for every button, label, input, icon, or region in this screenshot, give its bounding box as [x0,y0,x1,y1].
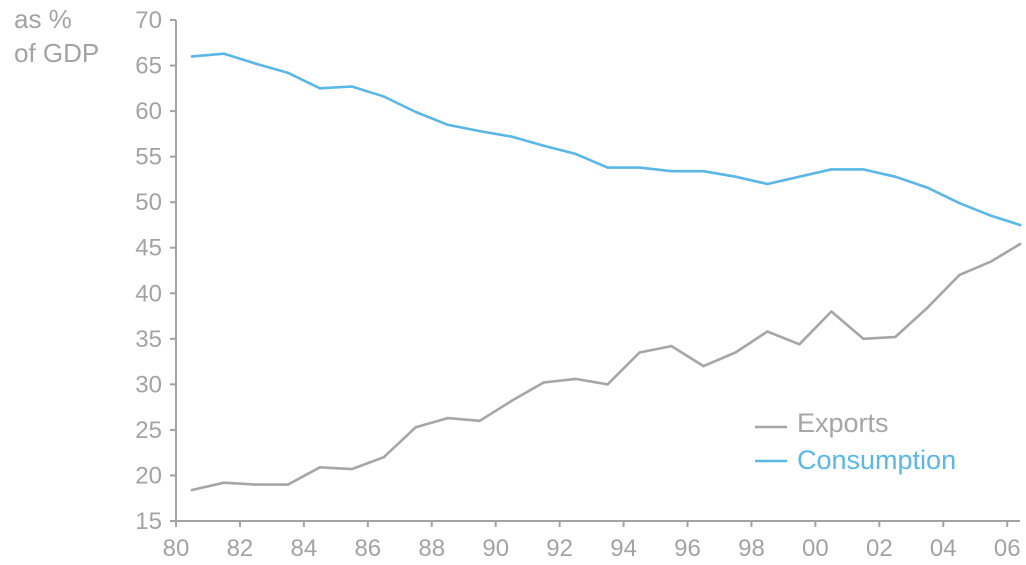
data-point-exports-9 [478,419,482,423]
data-point-consumption-15 [670,169,673,173]
data-point-exports-26 [1018,242,1022,246]
data-point-exports-25 [989,260,993,263]
data-point-consumption-22 [894,175,897,178]
data-point-exports-20 [830,310,833,313]
legend-label-exports: Exports [797,408,889,438]
data-point-exports-10 [510,399,513,403]
data-point-consumption-1 [222,52,226,55]
data-point-exports-6 [382,455,386,459]
y-tick-label-60: 60 [135,98,162,125]
y-tick-label-40: 40 [135,280,162,307]
y-tick-label-20: 20 [135,462,162,489]
x-tick-label-06: 06 [994,535,1021,562]
x-tick-label-86: 86 [354,535,381,562]
axes: 15 20 25 30 35 40 45 50 55 60 65 70 80 82 84 86 88 90 92 94… [135,7,1020,562]
y-tick-label-65: 65 [135,53,162,80]
data-point-consumption-19 [798,175,801,178]
series-layer [190,52,1022,492]
data-point-consumption-10 [510,135,513,138]
x-tick-label-92: 92 [546,535,573,562]
data-point-exports-0 [190,488,194,492]
data-point-exports-22 [894,335,897,339]
data-point-exports-11 [542,381,545,384]
x-tick-label-98: 98 [738,535,765,562]
x-tick-label-04: 04 [930,535,957,562]
x-tick-label-02: 02 [866,535,893,562]
data-point-exports-5 [350,467,354,471]
x-tick-label-00: 00 [802,535,829,562]
y-unit-line-2: of GDP [14,38,99,68]
data-point-exports-23 [926,306,929,310]
data-point-consumption-25 [989,214,993,218]
series-line-consumption [190,52,1022,227]
y-tick-label-15: 15 [135,508,162,535]
data-point-consumption-21 [862,168,865,171]
data-point-consumption-2 [254,62,258,65]
data-point-consumption-7 [414,110,418,114]
x-tick-label-84: 84 [291,535,318,562]
y-tick-label-55: 55 [135,144,162,171]
data-point-consumption-16 [702,169,705,173]
data-point-consumption-8 [446,123,450,127]
data-point-consumption-4 [318,87,322,90]
y-tick-label-70: 70 [135,7,162,34]
x-tick-label-94: 94 [610,535,637,562]
data-point-exports-15 [670,344,673,348]
data-point-exports-14 [638,351,641,354]
data-point-exports-2 [254,483,258,486]
x-tick-label-82: 82 [227,535,254,562]
data-point-consumption-14 [638,166,641,169]
data-point-exports-18 [766,330,769,333]
y-tick-label-50: 50 [135,189,162,216]
x-tick-label-90: 90 [482,535,509,562]
data-point-exports-17 [734,351,737,354]
y-tick-label-30: 30 [135,371,162,398]
data-point-exports-7 [414,425,418,429]
data-point-consumption-6 [382,95,386,98]
data-point-exports-1 [222,481,226,485]
data-point-exports-13 [606,383,609,386]
data-point-consumption-0 [190,55,194,58]
data-point-consumption-20 [830,168,833,171]
data-point-consumption-17 [734,175,737,178]
data-point-consumption-18 [766,182,769,186]
legend: Exports Consumption [755,408,956,475]
data-point-consumption-12 [574,152,577,156]
data-point-exports-19 [798,343,801,346]
y-unit-line-1: as % [14,4,72,34]
data-point-consumption-13 [606,166,609,169]
y-axis-unit-label: as % of GDP [14,4,99,68]
data-point-consumption-23 [926,186,929,189]
data-point-exports-24 [958,273,961,277]
y-tick-label-25: 25 [135,417,162,444]
data-point-consumption-26 [1018,223,1022,227]
data-point-consumption-5 [350,85,354,88]
data-point-exports-4 [318,466,322,469]
data-point-exports-3 [286,483,290,486]
data-point-exports-12 [574,377,577,381]
data-point-exports-8 [446,416,450,420]
x-tick-label-80: 80 [163,535,190,562]
y-tick-label-45: 45 [135,235,162,262]
x-tick-label-96: 96 [674,535,701,562]
data-point-exports-21 [862,337,865,341]
data-point-consumption-9 [478,129,482,133]
data-point-exports-16 [702,364,705,368]
legend-label-consumption: Consumption [797,445,956,475]
y-tick-label-35: 35 [135,326,162,353]
data-point-consumption-3 [286,71,290,75]
data-point-consumption-11 [542,144,545,147]
data-point-consumption-24 [958,201,961,205]
x-tick-label-88: 88 [418,535,445,562]
